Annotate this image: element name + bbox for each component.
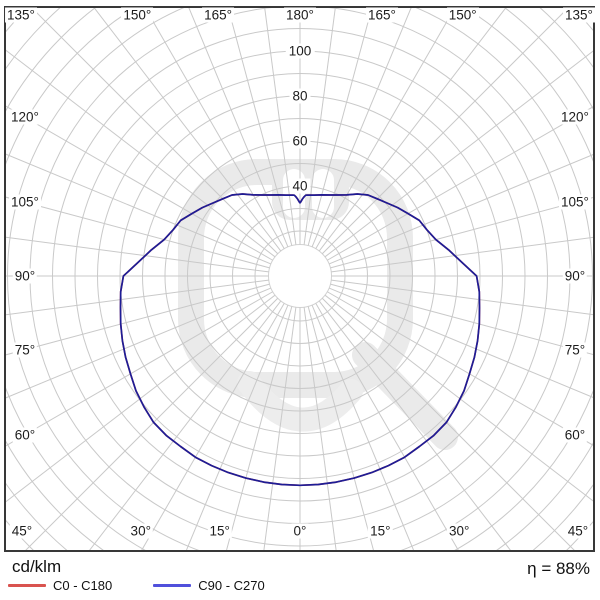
grid-spoke-225 bbox=[30, 7, 279, 255]
legend-label-c90-c270: C90 - C270 bbox=[198, 577, 265, 593]
grid-spoke-142.5 bbox=[318, 7, 508, 252]
grid-spoke-330 bbox=[140, 303, 285, 551]
watermark-logo bbox=[178, 159, 458, 450]
angle-label-top-5: 150° bbox=[446, 7, 479, 23]
angle-label-right-4: 60° bbox=[562, 427, 588, 443]
grid-spoke-135 bbox=[321, 7, 570, 255]
grid-spoke-22.5 bbox=[311, 304, 415, 551]
angle-label-right-0: 120° bbox=[559, 109, 591, 125]
units-label: cd/klm bbox=[12, 557, 62, 576]
grid-spoke-285 bbox=[5, 283, 270, 356]
grid-spoke-165 bbox=[307, 7, 373, 246]
angle-label-bottom-5: 30° bbox=[447, 523, 472, 539]
grid-spoke-112.5 bbox=[328, 153, 594, 265]
grid-spoke-277.5 bbox=[5, 279, 269, 316]
angle-label-right-3: 75° bbox=[562, 342, 588, 358]
grid-spoke-120 bbox=[327, 105, 594, 261]
grid-spoke-7.5 bbox=[303, 307, 337, 551]
grid-spoke-262.5 bbox=[5, 236, 269, 273]
grid-spoke-60 bbox=[327, 291, 594, 447]
radial-tick-label-100: 100 bbox=[285, 43, 315, 59]
grid-spoke-82.5 bbox=[331, 279, 594, 316]
legend: C0 - C180 C90 - C270 bbox=[8, 577, 299, 593]
grid-spoke-240 bbox=[5, 105, 273, 261]
center-disc bbox=[268, 244, 332, 308]
legend-label-c0-c180: C0 - C180 bbox=[53, 577, 113, 593]
grid-spoke-97.5 bbox=[331, 236, 594, 273]
grid-spoke-232.5 bbox=[5, 49, 276, 258]
grid-spoke-52.5 bbox=[324, 294, 594, 503]
grid-spoke-75 bbox=[330, 283, 594, 356]
grid-spoke-247.5 bbox=[5, 153, 272, 265]
angle-label-left-2: 90° bbox=[12, 268, 38, 284]
angle-label-bottom-3: 0° bbox=[291, 523, 309, 539]
angle-label-left-0: 120° bbox=[9, 109, 41, 125]
grid-spoke-172.5 bbox=[303, 7, 336, 245]
angle-label-right-1: 105° bbox=[559, 194, 591, 210]
grid-spoke-352.5 bbox=[263, 307, 297, 551]
angle-label-left-3: 75° bbox=[12, 342, 38, 358]
angle-label-bottom-1: 30° bbox=[128, 523, 153, 539]
grid-spoke-127.5 bbox=[324, 49, 594, 258]
angle-label-bottom-0: 45° bbox=[9, 523, 35, 539]
legend-line-c90-c270 bbox=[153, 583, 192, 587]
grid-spoke-157.5 bbox=[311, 7, 412, 248]
angle-label-left-1: 105° bbox=[9, 194, 41, 210]
radial-tick-label-80: 80 bbox=[289, 88, 311, 104]
grid-spoke-322.5 bbox=[88, 300, 282, 551]
grid-spoke-67.5 bbox=[328, 287, 594, 399]
grid-spoke-345 bbox=[225, 306, 293, 551]
grid-spoke-337.5 bbox=[185, 304, 289, 551]
legend-line-c0-c180 bbox=[8, 583, 46, 587]
plot-border bbox=[4, 6, 595, 552]
grid-spoke-45 bbox=[321, 297, 576, 551]
radial-tick-label-40: 40 bbox=[289, 178, 311, 194]
grid-spoke-37.5 bbox=[318, 300, 512, 551]
angle-label-bottom-4: 15° bbox=[368, 523, 393, 539]
grid-spoke-255 bbox=[5, 196, 270, 269]
angle-label-top-0: 135° bbox=[5, 7, 37, 23]
grid-spoke-150 bbox=[315, 7, 456, 249]
angle-label-top-3: 180° bbox=[284, 7, 316, 23]
grid-spoke-315 bbox=[24, 297, 279, 551]
grid-spoke-195 bbox=[227, 7, 293, 246]
angle-label-bottom-2: 15° bbox=[207, 523, 232, 539]
grid-spoke-300 bbox=[5, 291, 273, 447]
grid-spoke-210 bbox=[144, 7, 285, 249]
grid-spoke-292.5 bbox=[5, 287, 272, 399]
angle-label-top-2: 165° bbox=[202, 7, 235, 23]
angle-label-bottom-6: 45° bbox=[565, 523, 591, 539]
angle-label-top-4: 165° bbox=[365, 7, 398, 23]
intensity-curves bbox=[119, 193, 481, 487]
angle-label-left-4: 60° bbox=[12, 427, 38, 443]
grid-spoke-15 bbox=[307, 306, 375, 551]
grid-spoke-202.5 bbox=[188, 7, 289, 248]
angle-label-top-1: 150° bbox=[121, 7, 154, 23]
grid-spoke-187.5 bbox=[264, 7, 297, 245]
efficiency-value: η = 88% bbox=[527, 559, 590, 578]
angle-label-right-2: 90° bbox=[562, 268, 588, 284]
grid-spoke-217.5 bbox=[92, 7, 282, 252]
grid-spoke-30 bbox=[315, 303, 460, 551]
radial-tick-label-60: 60 bbox=[289, 133, 311, 149]
angle-label-top-6: 135° bbox=[563, 7, 595, 23]
grid-spoke-307.5 bbox=[5, 294, 276, 503]
grid-spoke-105 bbox=[330, 196, 594, 269]
intensity-curve-c90-c270 bbox=[119, 193, 481, 487]
